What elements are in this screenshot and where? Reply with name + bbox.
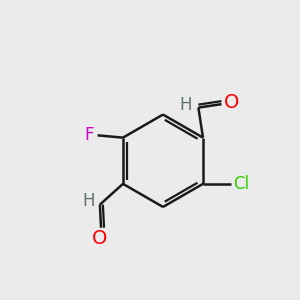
Text: O: O xyxy=(224,94,240,112)
Text: H: H xyxy=(179,96,192,114)
Text: Cl: Cl xyxy=(233,175,249,193)
Text: H: H xyxy=(82,192,94,210)
Text: O: O xyxy=(92,229,108,247)
Text: F: F xyxy=(85,126,94,144)
